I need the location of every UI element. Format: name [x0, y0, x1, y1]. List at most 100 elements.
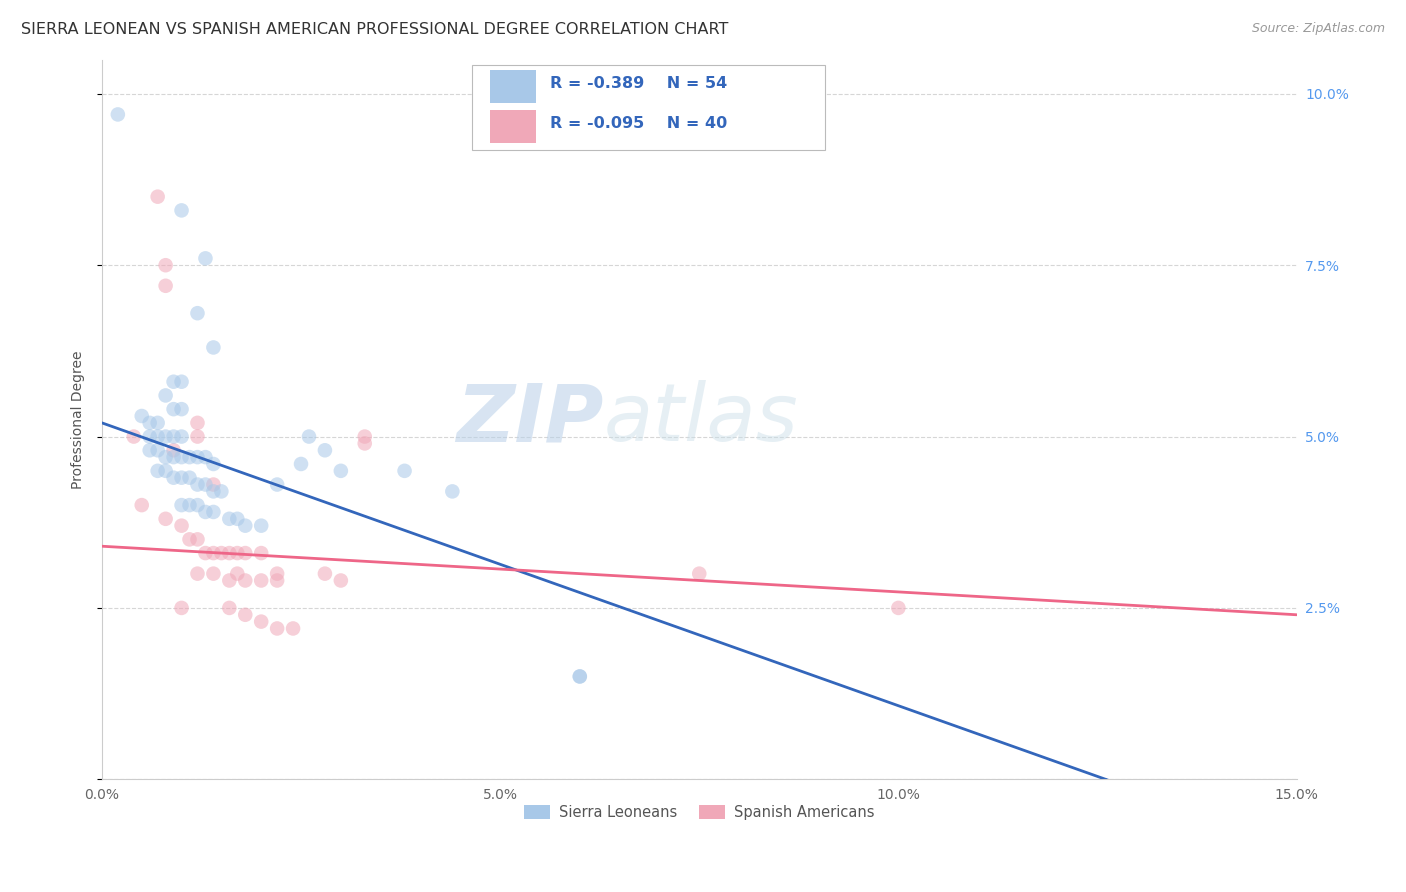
Point — [266, 622, 288, 636]
Point — [887, 601, 910, 615]
Text: SIERRA LEONEAN VS SPANISH AMERICAN PROFESSIONAL DEGREE CORRELATION CHART: SIERRA LEONEAN VS SPANISH AMERICAN PROFE… — [21, 22, 728, 37]
Point — [186, 566, 208, 581]
Point — [179, 498, 201, 512]
Point — [162, 450, 184, 464]
Point — [155, 450, 177, 464]
Point — [155, 429, 177, 443]
Point — [162, 375, 184, 389]
Text: ZIP: ZIP — [457, 380, 603, 458]
Point — [186, 306, 208, 320]
FancyBboxPatch shape — [491, 110, 536, 143]
Point — [155, 512, 177, 526]
Point — [250, 615, 273, 629]
Point — [266, 566, 288, 581]
Point — [146, 443, 169, 458]
Point — [186, 450, 208, 464]
Point — [226, 512, 249, 526]
FancyBboxPatch shape — [491, 70, 536, 103]
Point — [226, 546, 249, 560]
Point — [202, 341, 225, 355]
Text: atlas: atlas — [603, 380, 799, 458]
Point — [209, 484, 232, 499]
Point — [568, 669, 591, 683]
Point — [218, 512, 240, 526]
Point — [568, 669, 591, 683]
Point — [202, 477, 225, 491]
Point — [186, 498, 208, 512]
Point — [138, 416, 160, 430]
Point — [314, 566, 336, 581]
Point — [218, 546, 240, 560]
Point — [394, 464, 416, 478]
FancyBboxPatch shape — [472, 64, 825, 150]
Point — [233, 518, 256, 533]
Point — [162, 443, 184, 458]
Point — [290, 457, 312, 471]
Point — [353, 429, 375, 443]
Point — [233, 546, 256, 560]
Point — [250, 574, 273, 588]
Point — [170, 450, 193, 464]
Text: R = -0.389    N = 54: R = -0.389 N = 54 — [550, 76, 727, 91]
Point — [441, 484, 464, 499]
Point — [353, 436, 375, 450]
Point — [226, 566, 249, 581]
Point — [170, 203, 193, 218]
Point — [138, 443, 160, 458]
Point — [186, 416, 208, 430]
Point — [266, 477, 288, 491]
Point — [179, 471, 201, 485]
Y-axis label: Professional Degree: Professional Degree — [72, 351, 86, 489]
Point — [170, 498, 193, 512]
Point — [209, 546, 232, 560]
Point — [131, 409, 153, 423]
Point — [162, 429, 184, 443]
Point — [170, 375, 193, 389]
Point — [194, 252, 217, 266]
Point — [202, 546, 225, 560]
Point — [107, 107, 129, 121]
Point — [233, 607, 256, 622]
Point — [170, 471, 193, 485]
Point — [202, 566, 225, 581]
Point — [155, 258, 177, 272]
Text: R = -0.095    N = 40: R = -0.095 N = 40 — [550, 116, 727, 131]
Point — [233, 574, 256, 588]
Point — [329, 574, 352, 588]
Point — [250, 518, 273, 533]
Point — [266, 574, 288, 588]
Text: Source: ZipAtlas.com: Source: ZipAtlas.com — [1251, 22, 1385, 36]
Legend: Sierra Leoneans, Spanish Americans: Sierra Leoneans, Spanish Americans — [519, 799, 880, 826]
Point — [688, 566, 710, 581]
Point — [170, 518, 193, 533]
Point — [162, 402, 184, 417]
Point — [162, 471, 184, 485]
Point — [146, 189, 169, 203]
Point — [186, 477, 208, 491]
Point — [202, 457, 225, 471]
Point — [194, 546, 217, 560]
Point — [250, 546, 273, 560]
Point — [122, 429, 145, 443]
Point — [202, 484, 225, 499]
Point — [170, 601, 193, 615]
Point — [186, 533, 208, 547]
Point — [155, 464, 177, 478]
Point — [146, 429, 169, 443]
Point — [194, 505, 217, 519]
Point — [170, 402, 193, 417]
Point — [281, 622, 304, 636]
Point — [298, 429, 321, 443]
Point — [179, 533, 201, 547]
Point — [202, 505, 225, 519]
Point — [314, 443, 336, 458]
Point — [146, 464, 169, 478]
Point — [186, 429, 208, 443]
Point — [218, 574, 240, 588]
Point — [218, 601, 240, 615]
Point — [194, 477, 217, 491]
Point — [194, 450, 217, 464]
Point — [170, 429, 193, 443]
Point — [146, 416, 169, 430]
Point — [138, 429, 160, 443]
